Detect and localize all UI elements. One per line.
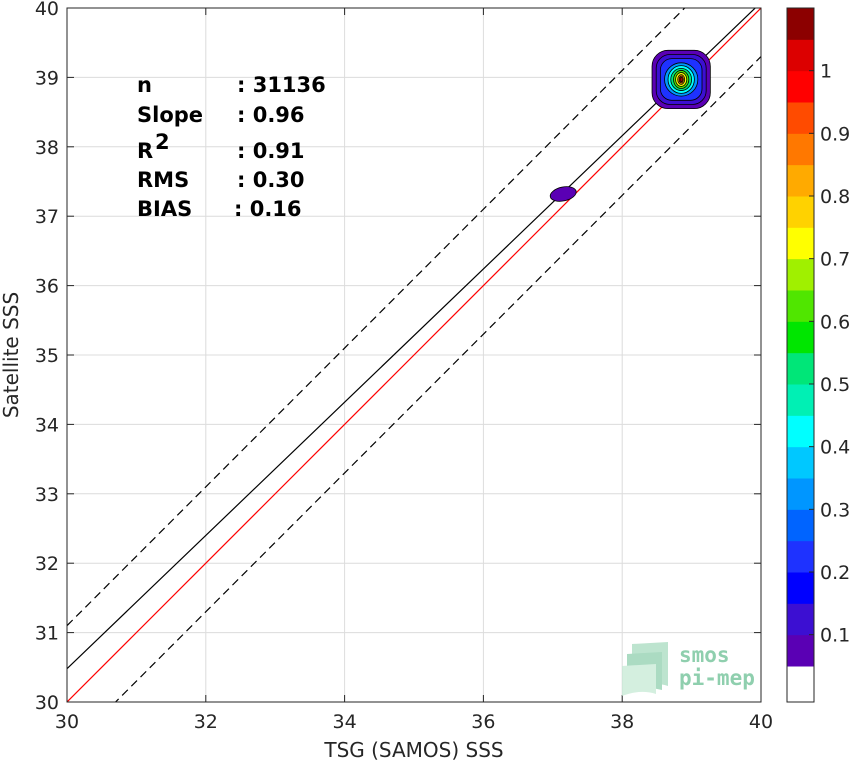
colorbar-swatch <box>787 39 814 72</box>
colorbar-swatch <box>787 321 814 354</box>
colorbar: 0.1 0.2 0.3 0.4 0.5 0.6 0.7 0.8 0.9 1 <box>786 7 850 703</box>
colorbar-swatch <box>787 540 814 573</box>
logo-text-pi-mep: pi-mep <box>679 666 755 690</box>
grid <box>66 7 762 703</box>
colorbar-swatch <box>787 133 814 166</box>
colorbar-tick-label: 0.2 <box>820 562 850 584</box>
colorbar-tick-label: 0.8 <box>820 186 850 208</box>
colorbar-frame <box>786 7 815 703</box>
y-axis-label: Satellite SSS <box>0 292 23 418</box>
colorbar-tick-label: 0.3 <box>820 499 850 521</box>
density-contours <box>549 49 711 202</box>
logo-wave-icon <box>622 642 668 696</box>
x-tick-label: 30 <box>55 711 79 733</box>
colorbar-swatch <box>787 666 814 703</box>
stat-label: BIAS <box>137 197 192 221</box>
y-tick-label: 33 <box>35 484 59 506</box>
y-tick-label: 32 <box>35 553 59 575</box>
density-contour <box>549 186 577 202</box>
y-tick-label: 30 <box>35 692 59 714</box>
density-contour <box>679 77 683 82</box>
x-tick-label: 36 <box>471 711 495 733</box>
identity-line <box>67 8 761 702</box>
y-tick-label: 31 <box>35 623 59 645</box>
colorbar-tick-label: 0.9 <box>820 123 850 145</box>
colorbar-tick-label: 0.5 <box>820 374 850 396</box>
x-tick-label: 40 <box>749 711 773 733</box>
colorbar-swatch <box>787 70 814 103</box>
y-tick-label: 36 <box>35 276 59 298</box>
colorbar-swatch <box>787 227 814 260</box>
y-axis-ticks: 30 31 32 33 34 35 36 37 38 39 40 <box>35 0 761 714</box>
stat-value: : 0.16 <box>234 197 302 221</box>
colorbar-swatch <box>787 446 814 479</box>
stat-label: n <box>137 73 152 97</box>
stat-label: Slope <box>137 103 203 127</box>
upper-bound-line <box>67 8 686 627</box>
colorbar-swatch <box>787 164 814 197</box>
colorbar-swatch <box>787 634 814 667</box>
stat-label: R <box>137 139 153 163</box>
stat-value: : 0.30 <box>237 168 305 192</box>
y-tick-label: 37 <box>35 206 59 228</box>
colorbar-swatch <box>787 384 814 416</box>
stat-value: : 31136 <box>237 73 326 97</box>
x-tick-label: 38 <box>610 711 634 733</box>
statistics-box: n : 31136 Slope : 0.96 R 2 : 0.91 RMS : 0.30 BIAS… <box>137 73 326 221</box>
logo-text-smos: smos <box>679 643 730 667</box>
regression-lines <box>67 8 761 702</box>
colorbar-tick-label: 0.4 <box>820 437 850 459</box>
y-tick-label: 38 <box>35 137 59 159</box>
x-axis-ticks: 30 32 34 36 38 40 <box>55 8 773 733</box>
colorbar-swatch <box>787 102 814 134</box>
colorbar-swatch <box>787 478 814 510</box>
stat-label-superscript: 2 <box>155 130 170 154</box>
colorbar-swatch <box>787 415 814 448</box>
colorbar-swatch <box>787 509 814 542</box>
y-tick-label: 34 <box>35 414 59 436</box>
colorbar-swatch <box>787 290 814 322</box>
smos-pi-mep-logo: smos pi-mep <box>622 642 755 696</box>
stat-value: : 0.91 <box>237 139 305 163</box>
x-axis-label: TSG (SAMOS) SSS <box>323 738 503 762</box>
lower-bound-line <box>114 56 761 702</box>
colorbar-tick-label: 0.6 <box>820 311 850 333</box>
colorbar-tick-label: 0.7 <box>820 249 850 271</box>
fit-line <box>67 8 757 670</box>
stat-value: : 0.96 <box>237 103 305 127</box>
colorbar-swatch <box>787 352 814 385</box>
x-tick-label: 32 <box>194 711 218 733</box>
y-tick-label: 39 <box>35 67 59 89</box>
colorbar-swatch <box>787 572 814 604</box>
colorbar-swatch <box>787 603 814 636</box>
colorbar-swatch <box>787 8 814 40</box>
colorbar-swatch <box>787 196 814 228</box>
y-tick-label: 40 <box>35 0 59 20</box>
x-tick-label: 34 <box>333 711 357 733</box>
colorbar-tick-label: 1 <box>820 61 832 83</box>
stat-label: RMS <box>137 168 189 192</box>
colorbar-tick-label: 0.1 <box>820 625 850 647</box>
colorbar-swatch <box>787 258 814 291</box>
y-tick-label: 35 <box>35 345 59 367</box>
